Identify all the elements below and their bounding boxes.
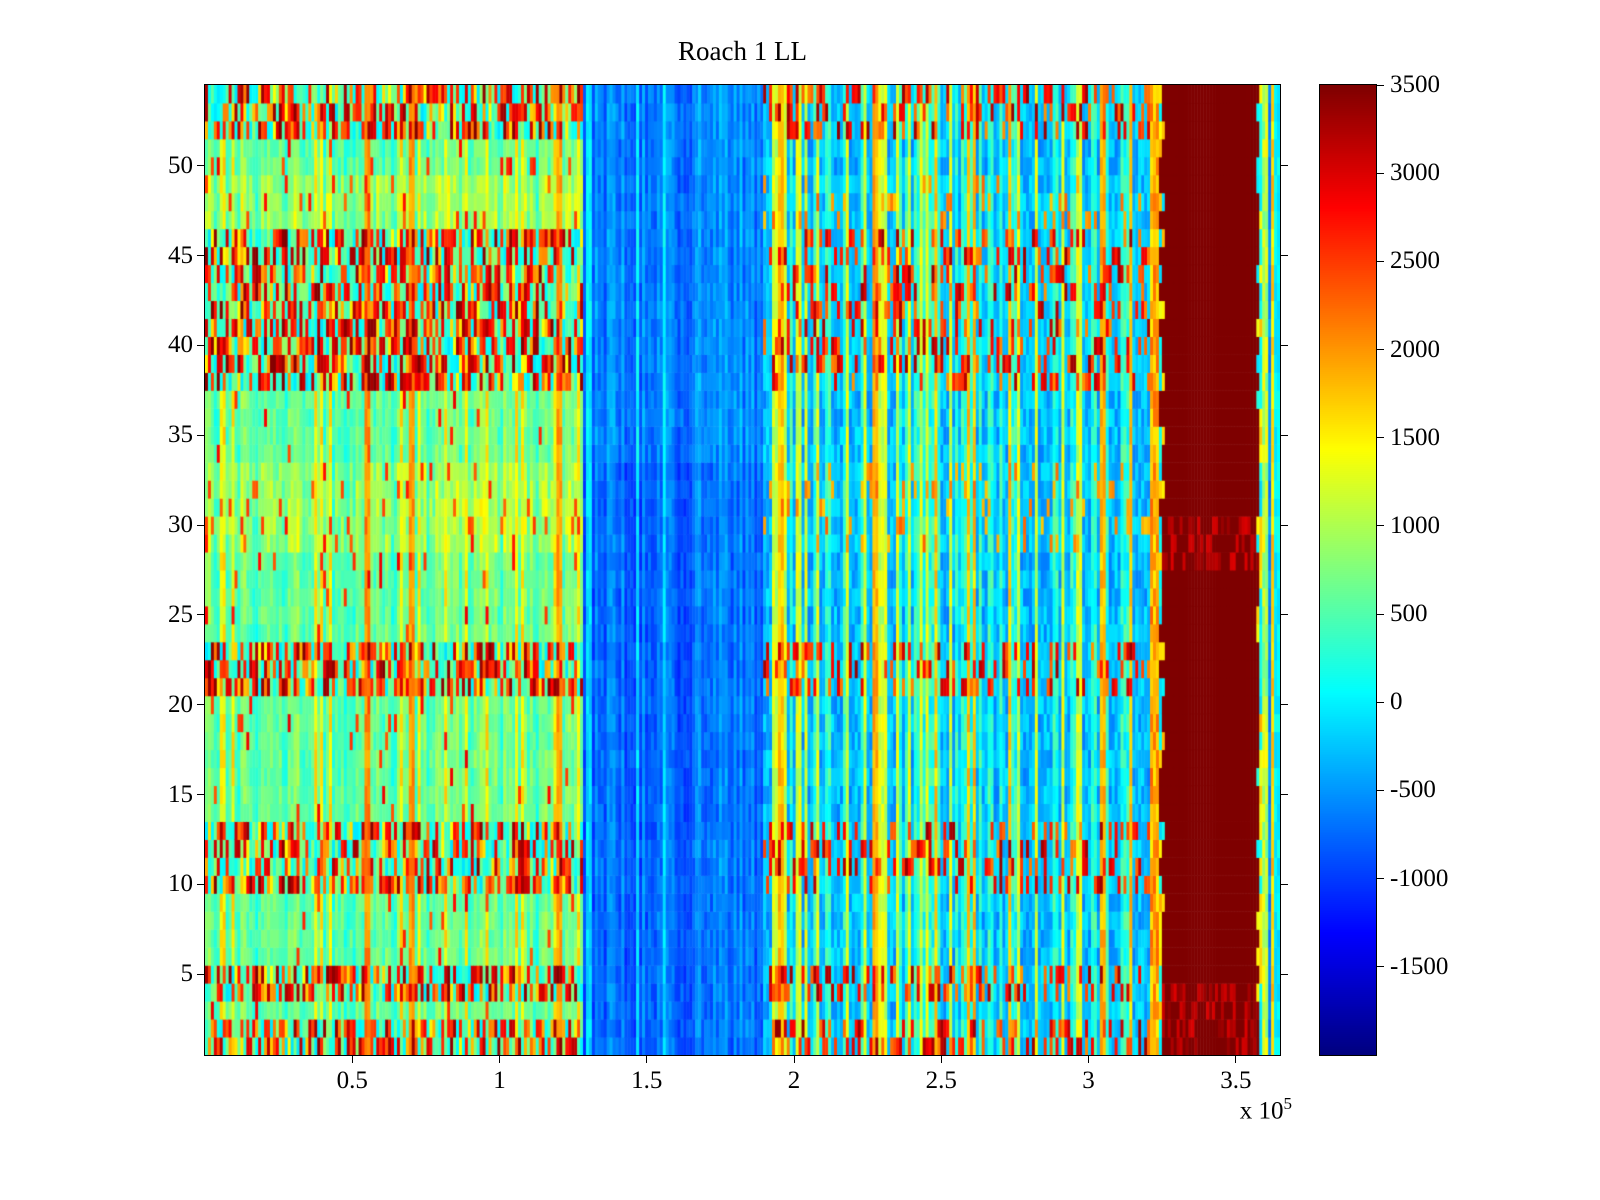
y-tick-mark [197,165,205,167]
y-tick-mark [197,524,205,526]
y-tick-label: 35 [168,421,193,449]
y-tick-label: 45 [168,241,193,269]
y-tick-label: 15 [168,780,193,808]
colorbar-tick-label: 0 [1390,688,1403,716]
y-tick-label: 25 [168,600,193,628]
y-tick-label: 20 [168,690,193,718]
x-tick-mark [646,1055,648,1063]
x-tick-label: 1 [493,1067,506,1094]
y-tick-mark-right [1280,524,1288,526]
chart-title: Roach 1 LL [678,36,807,66]
x-axis-exponent: x 105 [1150,1094,1292,1125]
colorbar-tick-label: 500 [1390,600,1428,628]
colorbar-tick-label: 2000 [1390,335,1440,363]
colorbar-tick-label: 3500 [1390,71,1440,98]
colorbar-gradient [1320,85,1376,1055]
colorbar-tick-mark [1377,613,1384,615]
colorbar-tick-label: -1000 [1390,864,1449,892]
y-tick-mark-right [1280,973,1288,975]
colorbar-tick-mark [1377,260,1384,262]
x-axis-exponent-prefix: x 10 [1239,1097,1284,1125]
x-tick-mark [1235,1055,1237,1063]
y-tick-mark-right [1280,434,1288,436]
y-tick-mark [197,255,205,257]
colorbar-tick-mark [1377,966,1384,968]
y-tick-mark [197,883,205,885]
y-tick-mark [197,344,205,346]
colorbar-tick-mark [1377,878,1384,880]
colorbar-tick-mark [1377,349,1384,351]
x-tick-label: 0.5 [336,1067,368,1094]
colorbar-tick-mark [1377,789,1384,791]
colorbar-tick-mark [1377,525,1384,527]
colorbar-tick-mark [1377,701,1384,703]
x-tick-mark [1088,1055,1090,1063]
x-tick-mark [940,1055,942,1063]
colorbar-tick-label: 2500 [1390,247,1440,275]
x-tick-mark [793,1055,795,1063]
y-tick-mark [197,973,205,975]
heatmap-canvas [205,85,1280,1055]
y-tick-label: 50 [168,151,193,179]
x-tick-label: 2.5 [925,1067,957,1094]
y-tick-mark-right [1280,614,1288,616]
colorbar-tick-label: 3000 [1390,159,1440,187]
y-tick-mark-right [1280,704,1288,706]
colorbar-tick-mark [1377,172,1384,174]
y-tick-label: 40 [168,331,193,359]
y-tick-label: 5 [180,960,194,988]
y-tick-mark-right [1280,255,1288,257]
x-tick-mark [351,1055,353,1063]
y-tick-label: 10 [168,870,193,898]
x-axis-exponent-power: 5 [1283,1094,1293,1113]
y-tick-mark [197,614,205,616]
x-tick-label: 3 [1082,1067,1095,1094]
x-tick-mark [499,1055,501,1063]
y-tick-mark-right [1280,794,1288,796]
colorbar-tick-mark [1377,437,1384,439]
y-tick-label: 30 [168,511,193,539]
colorbar-tick-label: 1000 [1390,511,1440,539]
x-tick-label: 3.5 [1220,1067,1252,1094]
y-tick-mark [197,704,205,706]
y-tick-mark [197,794,205,796]
y-tick-mark-right [1280,165,1288,167]
colorbar-tick-mark [1377,84,1384,86]
y-tick-mark-right [1280,344,1288,346]
x-tick-label: 1.5 [631,1067,663,1094]
colorbar-tick-label: -1500 [1390,952,1449,980]
x-tick-label: 2 [787,1067,801,1094]
y-tick-mark-right [1280,883,1288,885]
colorbar-tick-label: -500 [1390,776,1436,804]
colorbar-tick-label: 1500 [1390,423,1440,451]
y-tick-mark [197,434,205,436]
